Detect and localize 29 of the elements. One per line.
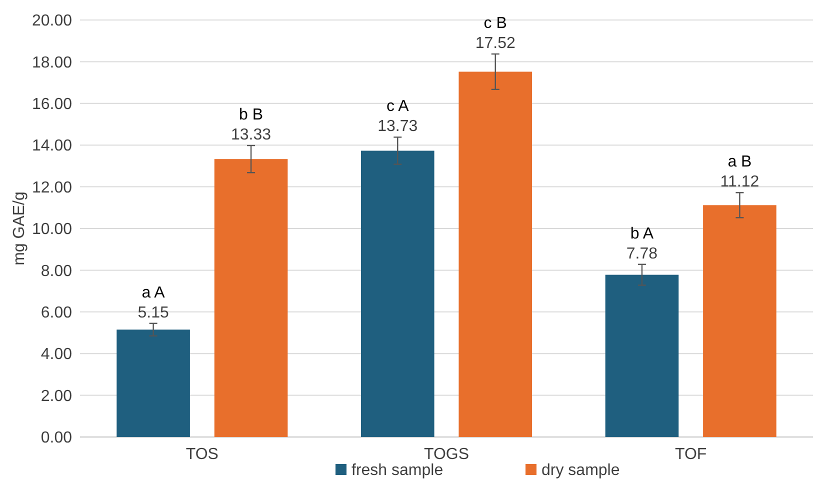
data-label: 13.33	[231, 126, 272, 144]
y-tick-label: 12.00	[32, 179, 72, 196]
x-tick-label: TOF	[674, 446, 707, 463]
y-tick-label: 4.00	[40, 346, 72, 364]
annotation: c B	[484, 14, 507, 32]
y-tick-label: 0.00	[40, 430, 72, 447]
y-tick-label: 20.00	[32, 12, 72, 30]
y-tick-label: 16.00	[32, 96, 72, 113]
y-tick-label: 6.00	[40, 304, 72, 322]
y-tick-label: 10.00	[32, 221, 72, 238]
y-axis-title: mg GAE/g	[11, 192, 28, 266]
annotation: b A	[630, 225, 654, 242]
data-label: 13.73	[378, 118, 418, 136]
annotation: a A	[142, 284, 166, 302]
data-label: 5.15	[138, 304, 169, 322]
data-label: 11.12	[720, 174, 760, 191]
data-label: 17.52	[475, 34, 516, 52]
annotation: b B	[239, 106, 264, 124]
annotation: a B	[728, 154, 752, 171]
legend-label: fresh sample	[352, 462, 444, 479]
y-tick-label: 18.00	[32, 54, 72, 72]
y-tick-label: 14.00	[32, 138, 72, 155]
legend-label: dry sample	[542, 462, 620, 479]
y-tick-label: 8.00	[40, 262, 72, 280]
x-tick-label: TOS	[186, 446, 218, 463]
data-label: 7.78	[626, 245, 658, 262]
y-tick-label: 2.00	[40, 388, 72, 405]
annotation: c A	[386, 98, 410, 116]
x-tick-label: TOGS	[424, 446, 470, 463]
